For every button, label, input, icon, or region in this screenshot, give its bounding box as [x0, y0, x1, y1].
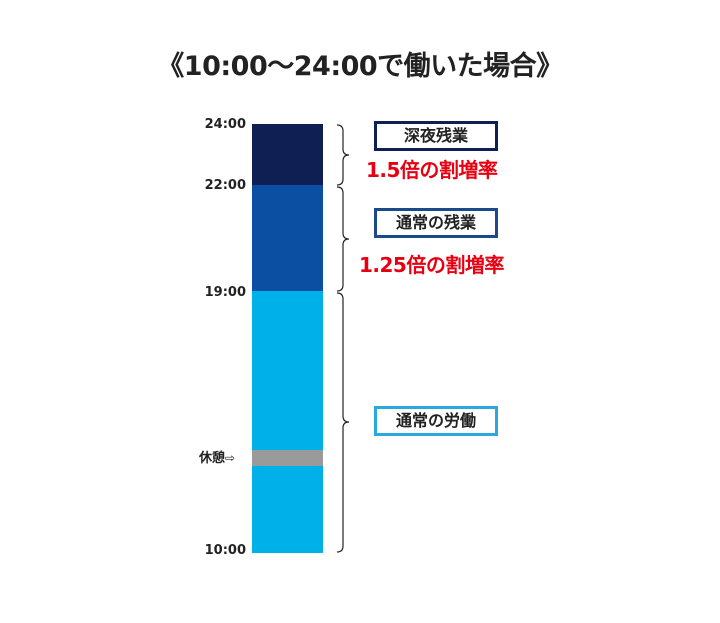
- break-label-text: 休憩: [199, 451, 226, 466]
- time-label-1900: 19:00: [204, 285, 246, 300]
- regular-work-segment-afternoon: [252, 291, 323, 450]
- brace-overtime: [336, 186, 350, 292]
- regular-overtime-segment: [252, 185, 323, 291]
- time-label-2400: 24:00: [204, 117, 246, 132]
- overtime-rate: 1.25倍の割増率: [359, 253, 504, 277]
- time-label-1000: 10:00: [204, 543, 246, 558]
- brace-late-night: [336, 124, 350, 186]
- late-night-overtime-segment: [252, 124, 323, 185]
- break-label: 休憩⇨: [199, 451, 235, 466]
- brace-regular-work: [336, 292, 350, 553]
- time-label-2200: 22:00: [204, 178, 246, 193]
- page-title: 《10:00〜24:00で働いた場合》: [157, 51, 563, 82]
- late-night-overtime-tag: 深夜残業: [374, 121, 498, 151]
- right-arrow-icon: ⇨: [225, 451, 236, 465]
- late-night-rate: 1.5倍の割増率: [366, 158, 498, 182]
- regular-work-tag: 通常の労働: [374, 406, 498, 436]
- break-segment: [252, 450, 323, 466]
- regular-overtime-tag: 通常の残業: [374, 208, 498, 238]
- regular-work-segment-morning: [252, 466, 323, 553]
